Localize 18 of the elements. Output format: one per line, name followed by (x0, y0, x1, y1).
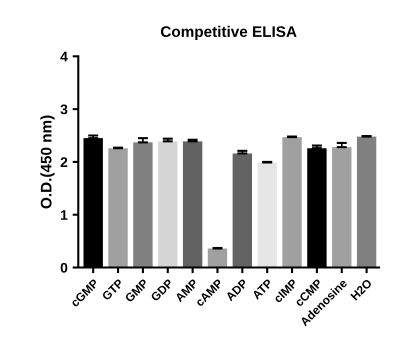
bar (257, 162, 277, 268)
bar (208, 248, 228, 268)
y-axis-title: O.D.(450 nm) (40, 116, 55, 208)
bar (182, 141, 202, 268)
bar (332, 147, 352, 268)
bar (282, 137, 302, 268)
y-tick-label: 1 (61, 210, 68, 220)
bar (108, 148, 128, 268)
chart-title: Competitive ELISA (160, 26, 297, 40)
bar (133, 142, 153, 268)
x-tick-label: GTP (101, 278, 124, 301)
bar (356, 136, 376, 268)
bar (232, 153, 252, 268)
y-tick-label: 2 (60, 157, 68, 167)
bar (158, 141, 178, 268)
y-tick-label: 4 (60, 52, 68, 62)
y-tick-label: 3 (60, 104, 68, 114)
y-tick-label: 0 (60, 262, 68, 273)
